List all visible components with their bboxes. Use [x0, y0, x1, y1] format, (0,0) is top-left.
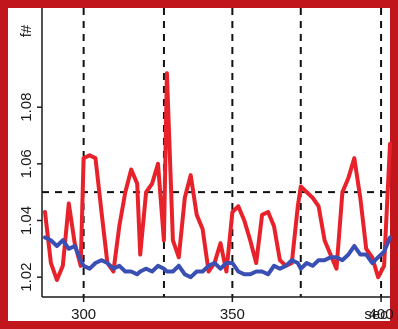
y-tick-label: 1.06: [18, 149, 35, 178]
axis-layer: [37, 8, 390, 302]
x-tick-label: 300: [71, 306, 96, 323]
y-axis-label: f#: [18, 24, 35, 37]
x-tick-label: 350: [220, 306, 245, 323]
series-line-1: [43, 71, 392, 282]
x-tick-label: 400: [369, 306, 394, 323]
series-layer: [43, 71, 392, 282]
y-tick-label: 1.02: [18, 263, 35, 292]
y-tick-label: 1.04: [18, 206, 35, 235]
series-line-2: [43, 235, 392, 280]
y-tick-label: 1.08: [18, 93, 35, 122]
x-axis-label: sec: [364, 306, 388, 323]
